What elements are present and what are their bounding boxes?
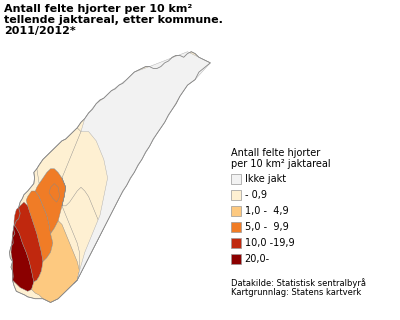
Text: Ikke jakt: Ikke jakt [244,174,286,184]
Text: Kartgrunnlag: Statens kartverk: Kartgrunnlag: Statens kartverk [231,288,361,297]
Text: per 10 km² jaktareal: per 10 km² jaktareal [231,159,330,169]
Text: tellende jaktareal, etter kommune.: tellende jaktareal, etter kommune. [4,15,223,25]
Bar [231,174,241,184]
Polygon shape [26,191,53,261]
Text: Antall felte hjorter: Antall felte hjorter [231,148,320,158]
Bar [231,222,241,232]
Polygon shape [77,52,210,280]
Bar [231,206,241,216]
Text: 2011/2012*: 2011/2012* [4,26,76,36]
Polygon shape [49,184,60,202]
Text: - 0,9: - 0,9 [244,190,266,200]
Text: Datakilde: Statistisk sentralbyrå: Datakilde: Statistisk sentralbyrå [231,278,366,288]
Text: 5,0 -  9,9: 5,0 - 9,9 [244,222,288,232]
Polygon shape [14,202,43,282]
Polygon shape [10,52,210,302]
Polygon shape [32,221,80,302]
Polygon shape [35,169,66,234]
Bar [231,254,241,264]
Text: Antall felte hjorter per 10 km²: Antall felte hjorter per 10 km² [4,4,192,14]
Polygon shape [37,128,104,284]
Bar [231,238,241,248]
Text: 1,0 -  4,9: 1,0 - 4,9 [244,206,288,216]
Text: 10,0 -19,9: 10,0 -19,9 [244,238,294,248]
Text: 20,0-: 20,0- [244,254,270,264]
Bar [231,190,241,200]
Polygon shape [11,224,34,291]
